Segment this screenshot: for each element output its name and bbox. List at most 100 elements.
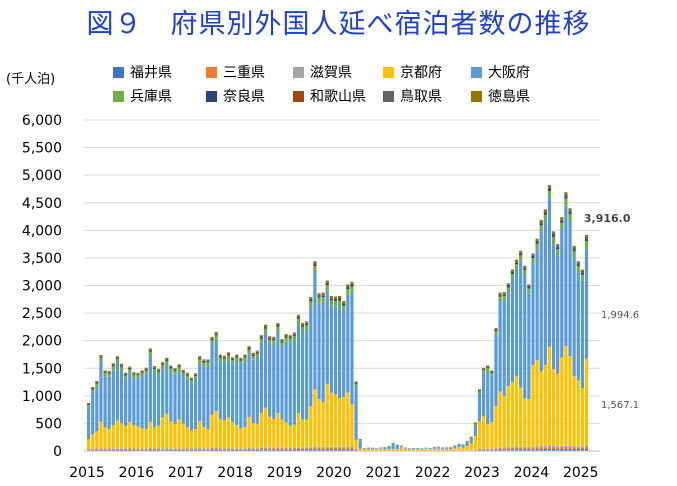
- bar-segment: [193, 375, 198, 376]
- bar-segment: [161, 448, 165, 450]
- bar-segment: [87, 407, 91, 440]
- bar-segment: [210, 337, 214, 339]
- bar-segment: [342, 300, 346, 302]
- bar-segment: [305, 321, 309, 323]
- bar-segment: [498, 391, 502, 448]
- bar-segment: [494, 334, 498, 407]
- bar-segment: [313, 263, 317, 265]
- bar-segment: [169, 366, 173, 367]
- bar-segment: [226, 352, 231, 354]
- bar-segment: [531, 365, 535, 447]
- bar-segment: [346, 447, 350, 450]
- bar-segment: [358, 439, 362, 441]
- bar-segment: [350, 286, 354, 293]
- bar-segment: [584, 234, 589, 237]
- bar-segment: [560, 218, 564, 220]
- bar-segment: [580, 274, 584, 281]
- bar-segment: [152, 372, 157, 428]
- total-data-label: 3,916.0: [584, 212, 631, 225]
- bar-segment: [449, 447, 453, 450]
- bar-segment: [564, 194, 568, 197]
- bar-segment: [490, 449, 494, 451]
- bar-segment: [169, 366, 173, 368]
- bar-segment: [346, 287, 350, 290]
- bar-segment: [527, 447, 531, 449]
- bar-segment: [514, 375, 519, 447]
- bar-segment: [226, 449, 231, 451]
- bar-segment: [103, 373, 107, 377]
- bar-segment: [144, 429, 148, 449]
- bar-segment: [185, 373, 189, 375]
- bar-segment: [321, 302, 325, 403]
- bar-segment: [272, 338, 276, 340]
- bar-segment: [510, 449, 515, 451]
- bar-segment: [140, 373, 144, 377]
- bar-segment: [284, 422, 288, 448]
- bar-segment: [490, 371, 494, 373]
- bar-segment: [580, 271, 584, 273]
- bar-segment: [494, 330, 498, 332]
- bar-segment: [107, 448, 111, 450]
- bar-segment: [317, 293, 321, 295]
- bar-segment: [531, 263, 535, 366]
- bar-segment: [243, 449, 247, 451]
- bar-segment: [132, 448, 136, 450]
- bar-segment: [280, 447, 284, 449]
- bar-segment: [317, 295, 321, 297]
- bar-segment: [350, 449, 354, 451]
- bar-segment: [95, 383, 99, 387]
- bar-segment: [107, 372, 111, 374]
- bar-segment: [288, 447, 292, 449]
- bar-segment: [181, 448, 185, 450]
- bar-segment: [560, 220, 564, 223]
- bar-segment: [165, 449, 169, 451]
- bar-segment: [173, 368, 177, 370]
- bar-segment: [490, 448, 494, 450]
- bar-segment: [128, 449, 132, 451]
- bar-segment: [551, 233, 556, 236]
- bar-segment: [185, 448, 189, 450]
- bar-segment: [161, 362, 165, 364]
- bar-segment: [531, 447, 535, 450]
- bar-segment: [259, 337, 264, 339]
- bar-segment: [218, 355, 222, 357]
- bar-segment: [514, 269, 519, 376]
- bar-segment: [321, 449, 325, 451]
- bar-segment: [177, 365, 181, 367]
- bar-segment: [222, 449, 226, 451]
- bar-segment: [231, 359, 235, 361]
- bar-segment: [128, 421, 132, 449]
- bar-segment: [506, 287, 510, 293]
- bar-segment: [412, 448, 416, 450]
- bar-segment: [572, 376, 576, 446]
- bar-segment: [87, 439, 91, 450]
- bar-segment: [235, 355, 239, 356]
- bar-segment: [338, 300, 342, 307]
- bar-segment: [124, 449, 128, 451]
- bar-segment: [161, 363, 165, 365]
- bar-segment: [251, 354, 255, 355]
- legend-swatch: [113, 91, 124, 102]
- bar-segment: [576, 264, 580, 267]
- bar-segment: [136, 378, 140, 427]
- bar-segment: [103, 427, 107, 449]
- bar-segment: [523, 266, 527, 268]
- bar-segment: [519, 251, 523, 253]
- bar-segment: [218, 354, 222, 356]
- bar-segment: [523, 267, 527, 269]
- bar-segment: [350, 446, 354, 448]
- bar-segment: [346, 284, 350, 286]
- bar-segment: [309, 297, 313, 299]
- bar-segment: [300, 325, 305, 327]
- bar-segment: [263, 324, 268, 326]
- bar-segment: [165, 359, 169, 360]
- bar-segment: [531, 255, 535, 257]
- bar-segment: [564, 192, 568, 194]
- bar-segment: [95, 449, 99, 451]
- bar-segment: [564, 448, 568, 451]
- bar-segment: [556, 249, 560, 256]
- bar-segment: [206, 362, 210, 366]
- bar-segment: [173, 374, 177, 424]
- bar-segment: [399, 446, 403, 448]
- bar-segment: [152, 366, 157, 367]
